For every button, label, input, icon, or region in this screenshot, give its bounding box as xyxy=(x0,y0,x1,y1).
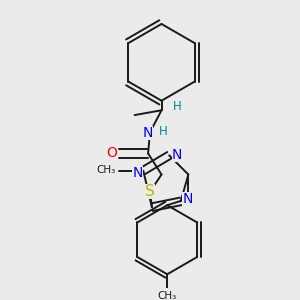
Text: N: N xyxy=(172,148,182,162)
Text: H: H xyxy=(172,100,181,113)
Text: N: N xyxy=(132,166,143,180)
Text: H: H xyxy=(159,125,168,138)
Text: N: N xyxy=(143,126,153,140)
Text: N: N xyxy=(182,193,193,206)
Text: S: S xyxy=(145,184,155,199)
Text: O: O xyxy=(106,146,117,161)
Text: CH₃: CH₃ xyxy=(158,291,177,300)
Text: CH₃: CH₃ xyxy=(96,165,116,175)
